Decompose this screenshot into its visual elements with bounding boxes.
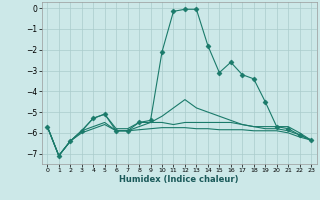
X-axis label: Humidex (Indice chaleur): Humidex (Indice chaleur) (119, 175, 239, 184)
